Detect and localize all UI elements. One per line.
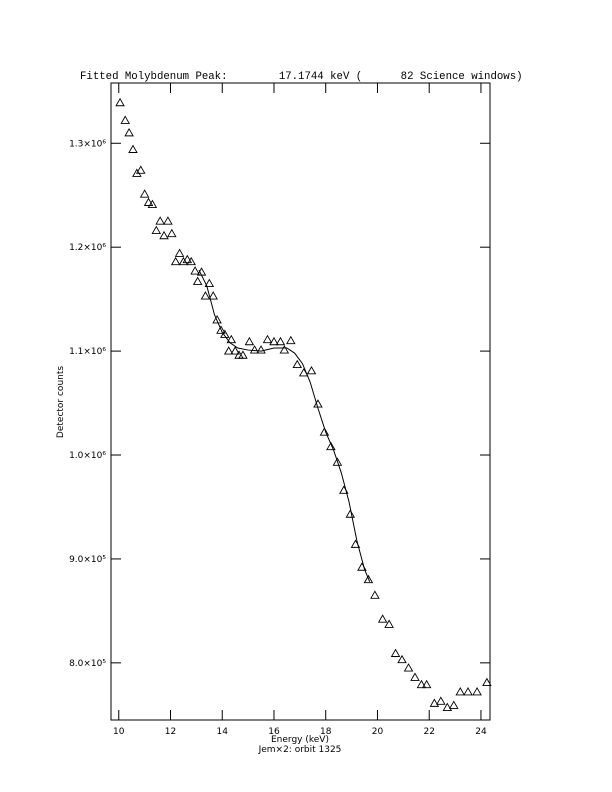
triangle-point <box>167 228 177 238</box>
plot-frame <box>110 82 491 721</box>
triangle-point <box>192 276 203 285</box>
triangle-point <box>223 346 234 355</box>
triangle-point <box>256 345 266 354</box>
triangle-point <box>163 216 173 225</box>
triangle-point <box>159 230 169 240</box>
triangle-point <box>455 687 466 696</box>
triangle-point <box>269 336 279 346</box>
triangle-point <box>384 619 394 628</box>
y-tick-label: 1.1×10⁶ <box>69 347 106 357</box>
triangle-point <box>151 225 162 235</box>
triangle-point <box>345 509 356 518</box>
x-tick-label: 10 <box>113 727 125 737</box>
triangle-point <box>230 346 240 355</box>
triangle-point <box>208 291 218 300</box>
triangle-point <box>174 248 185 257</box>
triangle-point <box>262 334 273 344</box>
x-tick-label: 24 <box>475 727 487 737</box>
triangle-point <box>135 165 146 174</box>
triangle-point <box>319 427 330 436</box>
triangle-point <box>472 687 482 696</box>
triangle-point <box>182 254 193 264</box>
triangle-point <box>186 256 196 266</box>
y-tick-label: 9.0×10⁵ <box>69 555 106 565</box>
triangle-point <box>128 144 138 153</box>
triangle-point <box>190 266 200 275</box>
x-tick-label: 14 <box>217 727 229 737</box>
triangle-point <box>436 696 446 705</box>
triangle-point <box>143 197 154 206</box>
subtitle: Jem×2: orbit 1325 <box>258 745 342 755</box>
triangle-point <box>275 336 286 346</box>
x-tick-label: 12 <box>165 727 176 737</box>
triangle-point <box>155 216 165 225</box>
triangle-point <box>377 614 388 623</box>
triangle-point <box>286 335 296 345</box>
x-tick-label: 18 <box>320 727 332 737</box>
triangle-point <box>212 315 222 324</box>
triangle-point <box>204 278 215 288</box>
triangle-point <box>178 256 189 266</box>
x-tick-label: 22 <box>423 727 434 737</box>
triangle-point <box>216 325 226 334</box>
triangle-point <box>244 336 255 346</box>
triangle-point <box>124 127 134 137</box>
triangle-point <box>170 256 181 266</box>
triangle-point <box>449 700 459 709</box>
triangle-point <box>332 457 343 466</box>
y-tick-label: 1.2×10⁶ <box>69 243 106 253</box>
x-axis-label: Energy (keV) <box>271 735 329 745</box>
triangle-point <box>463 687 473 696</box>
triangle-point <box>226 334 237 344</box>
triangle-point <box>306 365 317 375</box>
y-axis-label: Detector counts <box>56 366 66 438</box>
y-tick-label: 1.0×10⁶ <box>69 451 106 461</box>
x-tick-label: 20 <box>372 727 384 737</box>
triangle-point <box>370 590 380 599</box>
triangle-point <box>416 679 427 689</box>
triangle-point <box>397 654 407 664</box>
triangle-point <box>279 345 290 354</box>
triangle-point <box>249 345 260 354</box>
triangle-point <box>442 702 453 711</box>
y-tick-label: 8.0×10⁵ <box>69 659 106 669</box>
triangle-point <box>429 698 440 707</box>
triangle-point <box>120 115 131 124</box>
triangle-point <box>482 677 492 687</box>
y-tick-label: 1.3×10⁶ <box>69 139 106 149</box>
triangle-point <box>403 663 414 672</box>
x-tick-label: 16 <box>268 727 280 737</box>
triangle-point <box>390 648 401 657</box>
triangle-point <box>200 291 211 300</box>
triangle-point <box>139 189 150 198</box>
triangle-point <box>292 359 303 369</box>
triangle-point <box>410 672 420 681</box>
chart-title: Fitted Molybdenum Peak: 17.1744 keV ( 82… <box>80 71 523 83</box>
triangle-point <box>115 97 125 107</box>
triangle-point <box>363 574 374 584</box>
triangle-point <box>238 350 248 359</box>
triangle-point <box>421 679 432 689</box>
triangle-point <box>326 441 336 451</box>
fit-line <box>198 269 371 582</box>
triangle-point <box>147 199 158 209</box>
